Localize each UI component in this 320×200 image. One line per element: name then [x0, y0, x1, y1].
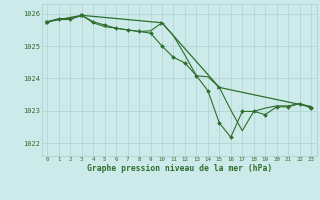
X-axis label: Graphe pression niveau de la mer (hPa): Graphe pression niveau de la mer (hPa) — [87, 164, 272, 173]
